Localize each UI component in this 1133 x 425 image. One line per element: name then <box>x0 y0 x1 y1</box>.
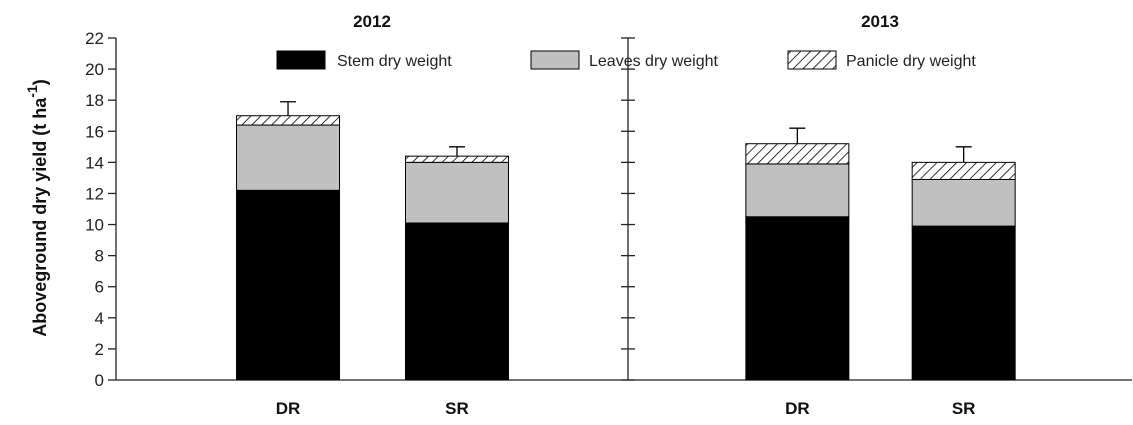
bar-segment <box>404 222 509 381</box>
y-tick-label: 2 <box>95 340 104 359</box>
bar-segment <box>236 124 341 191</box>
bar-segment <box>911 161 1016 180</box>
y-tick-label: 6 <box>95 278 104 297</box>
bar-segment <box>236 189 341 381</box>
bar-segment <box>745 143 850 165</box>
y-axis-title: Aboveground dry yield (t ha-1) <box>24 79 50 336</box>
y-tick-label: 4 <box>95 309 104 328</box>
category-label: SR <box>952 399 976 418</box>
y-tick-label: 16 <box>85 122 104 141</box>
legend-label: Panicle dry weight <box>846 53 976 70</box>
y-tick-label: 22 <box>85 29 104 48</box>
y-tick-label: 20 <box>85 60 104 79</box>
y-tick-label: 10 <box>85 216 104 235</box>
bar-segment <box>404 161 509 224</box>
category-label: DR <box>785 399 810 418</box>
y-tick-label: 12 <box>85 184 104 203</box>
category-label: SR <box>445 399 469 418</box>
legend-swatch <box>530 50 580 70</box>
legend-label: Leaves dry weight <box>589 53 719 70</box>
y-tick-label: 8 <box>95 247 104 266</box>
legend-label: Stem dry weight <box>337 53 452 70</box>
y-axis-title-superscript: -1 <box>24 85 40 98</box>
panel-title: 2013 <box>861 12 899 31</box>
y-axis-title-main: Aboveground dry yield (t ha <box>30 97 50 337</box>
bar-segment <box>404 155 509 163</box>
y-tick-label: 18 <box>85 91 104 110</box>
legend-swatch <box>787 50 837 70</box>
panel-title: 2012 <box>353 12 391 31</box>
bar-segment <box>911 225 1016 381</box>
bar-segment <box>236 115 341 126</box>
y-tick-label: 0 <box>95 371 104 390</box>
legend-swatch <box>276 50 326 70</box>
legend: Stem dry weight Leaves dry weight Panicle … <box>276 50 976 70</box>
plot-area: 0 2 4 6 8 10 12 14 16 18 20 22 2012 DR SR 2013 DR SR <box>85 12 1132 418</box>
y-tick-label: 14 <box>85 153 104 172</box>
y-axis-title-close: ) <box>30 79 50 85</box>
bar-segment <box>745 163 850 218</box>
category-label: DR <box>276 399 301 418</box>
bar-segment <box>911 178 1016 227</box>
bar-segment <box>745 216 850 381</box>
